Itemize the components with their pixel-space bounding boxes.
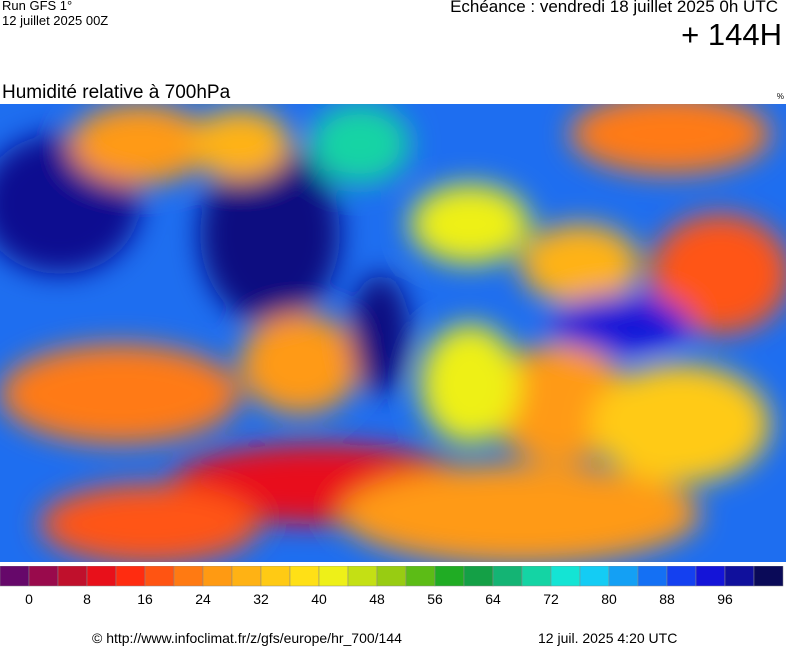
colorbar-tick-label: 96 [717,591,733,607]
colorbar-swatch [57,566,88,587]
humidity-field [0,104,786,562]
colorbar-swatch [28,566,59,587]
generated-time: 12 juil. 2025 4:20 UTC [538,630,678,646]
colorbar-swatch [86,566,117,587]
colorbar-swatch [202,566,233,587]
colorbar-swatch [492,566,523,587]
run-date: 12 juillet 2025 00Z [2,13,109,28]
colorbar-tick-label: 40 [311,591,327,607]
colorbar-swatch [463,566,494,587]
run-label: Run GFS 1° [2,0,73,13]
colorbar-tick-label: 64 [485,591,501,607]
colorbar-tick-label: 56 [427,591,443,607]
colorbar-swatch [434,566,465,587]
colorbar-swatch [289,566,320,587]
colorbar-tick-label: 32 [253,591,269,607]
colorbar-tick-label: 0 [25,591,33,607]
colorbar-swatch [666,566,697,587]
colorbar-swatch [695,566,726,587]
source-url: © http://www.infoclimat.fr/z/gfs/europe/… [92,630,402,646]
colorbar-tick-label: 88 [659,591,675,607]
colorbar-swatch [260,566,291,587]
colorbar-tick-label: 48 [369,591,385,607]
colorbar-swatch [608,566,639,587]
colorbar-swatch [318,566,349,587]
map-title: Humidité relative à 700hPa [2,82,231,103]
colorbar-swatch [173,566,204,587]
colorbar-swatch [405,566,436,587]
colorbar: 0 8 16 24 32 40 48 56 64 72 80 88 96 [0,566,784,607]
colorbar-tick-label: 8 [83,591,91,607]
colorbar-tick-label: 72 [543,591,559,607]
unit: % [776,92,784,101]
colorbar-swatch [753,566,784,587]
colorbar-tick-label: 16 [137,591,153,607]
colorbar-swatch [376,566,407,587]
colorbar-tick-label: 80 [601,591,617,607]
humidity-map [0,104,786,562]
colorbar-swatch [115,566,146,587]
colorbar-swatch [550,566,581,587]
colorbar-swatch [347,566,378,587]
colorbar-swatch [521,566,552,587]
colorbar-swatch [637,566,668,587]
echeance: Echéance : vendredi 18 juillet 2025 0h U… [450,0,778,16]
colorbar-swatch [724,566,755,587]
colorbar-swatch [579,566,610,587]
lead-time: + 144H [681,17,782,52]
colorbar-tick-label: 24 [195,591,211,607]
colorbar-swatch [144,566,175,587]
colorbar-swatch [0,566,30,587]
colorbar-swatch [231,566,262,587]
